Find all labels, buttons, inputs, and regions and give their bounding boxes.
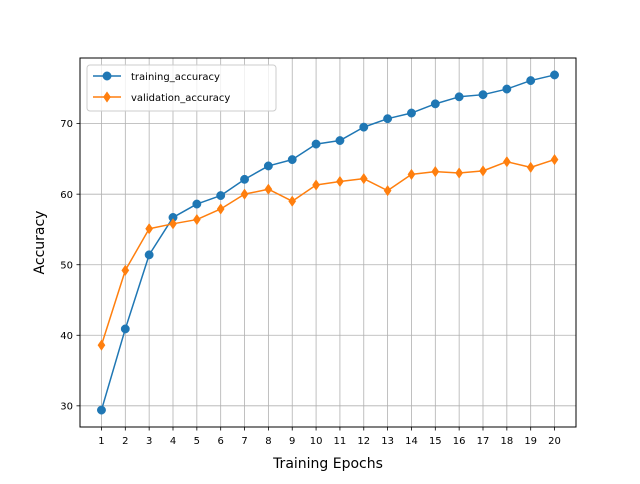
validation-legend-marker [103, 91, 111, 103]
validation-point [526, 161, 535, 173]
training-legend-marker [102, 71, 112, 81]
validation-point [216, 203, 225, 215]
x-axis-label: Training Epochs [272, 456, 383, 472]
training-point [407, 108, 416, 118]
x-tick-label: 19 [524, 436, 537, 447]
x-tick-label: 1 [98, 436, 104, 447]
x-tick-label: 18 [500, 436, 513, 447]
validation-line [100, 158, 555, 346]
x-tick-label: 20 [548, 436, 561, 447]
validation-point [383, 185, 392, 197]
validation-point [336, 175, 344, 188]
training-legend-label: training_accuracy [131, 72, 220, 83]
x-tick-label: 13 [381, 436, 394, 447]
training-point [478, 90, 488, 100]
training-point [526, 76, 536, 86]
validation-point [192, 213, 201, 226]
x-tick-label: 6 [218, 436, 224, 447]
validation-point [455, 167, 464, 179]
x-tick-label: 12 [357, 436, 370, 447]
validation-point [479, 165, 487, 177]
training-series [97, 70, 559, 415]
x-tick-label: 3 [146, 436, 152, 447]
x-tick-label: 17 [477, 436, 490, 447]
training-point [502, 84, 512, 94]
validation-point [431, 165, 440, 178]
axis-ticks: 1 2 3 4 5 6 7 8 9 10 11 12 13 14 15 16 17 18 19 20304050607… [60, 119, 561, 447]
x-tick-label: 15 [429, 436, 442, 447]
x-tick-label: 11 [334, 436, 347, 447]
validation-point [97, 339, 106, 351]
x-tick-label: 7 [241, 436, 247, 447]
training-point [454, 92, 464, 102]
validation-point [145, 223, 154, 235]
y-tick-label: 60 [60, 190, 73, 201]
validation-point [550, 153, 559, 166]
training-point [263, 161, 273, 171]
training-point [192, 199, 202, 209]
validation-point [407, 168, 416, 181]
x-tick-label: 2 [122, 436, 128, 447]
y-tick-label: 70 [60, 119, 73, 130]
validation-point [240, 188, 249, 200]
training-point [359, 122, 369, 132]
training-point [287, 155, 297, 165]
training-point [430, 99, 440, 109]
validation-legend-label: validation_accuracy [131, 93, 230, 104]
validation-point [264, 183, 273, 195]
legend: training_accuracy validation_accuracy [86, 64, 277, 112]
y-tick-label: 40 [60, 331, 73, 342]
series [97, 70, 559, 415]
validation-point [502, 156, 511, 168]
plot-frame [79, 57, 577, 428]
x-tick-label: 14 [405, 436, 418, 447]
training-point [311, 139, 321, 149]
validation-point [312, 179, 320, 191]
training-point [144, 250, 154, 260]
training-point [550, 70, 559, 80]
validation-point [359, 173, 368, 185]
training-point [97, 405, 106, 415]
x-tick-label: 10 [310, 436, 323, 447]
grid [80, 58, 576, 427]
training-point [240, 174, 249, 184]
validation-point [121, 264, 130, 277]
training-point [335, 136, 345, 145]
legend-box [86, 64, 277, 112]
validation-point [169, 218, 177, 230]
y-tick-label: 50 [60, 260, 73, 271]
training-point [216, 191, 226, 201]
x-tick-label: 16 [453, 436, 466, 447]
training-point [383, 114, 393, 124]
x-tick-label: 8 [265, 436, 271, 447]
validation-series [97, 153, 559, 351]
y-axis-label: Accuracy [32, 211, 48, 275]
y-tick-label: 30 [60, 401, 73, 412]
x-tick-label: 9 [289, 436, 295, 447]
validation-point [288, 195, 297, 207]
x-tick-label: 5 [194, 436, 200, 447]
x-tick-label: 4 [170, 436, 176, 447]
training-point [120, 324, 130, 334]
